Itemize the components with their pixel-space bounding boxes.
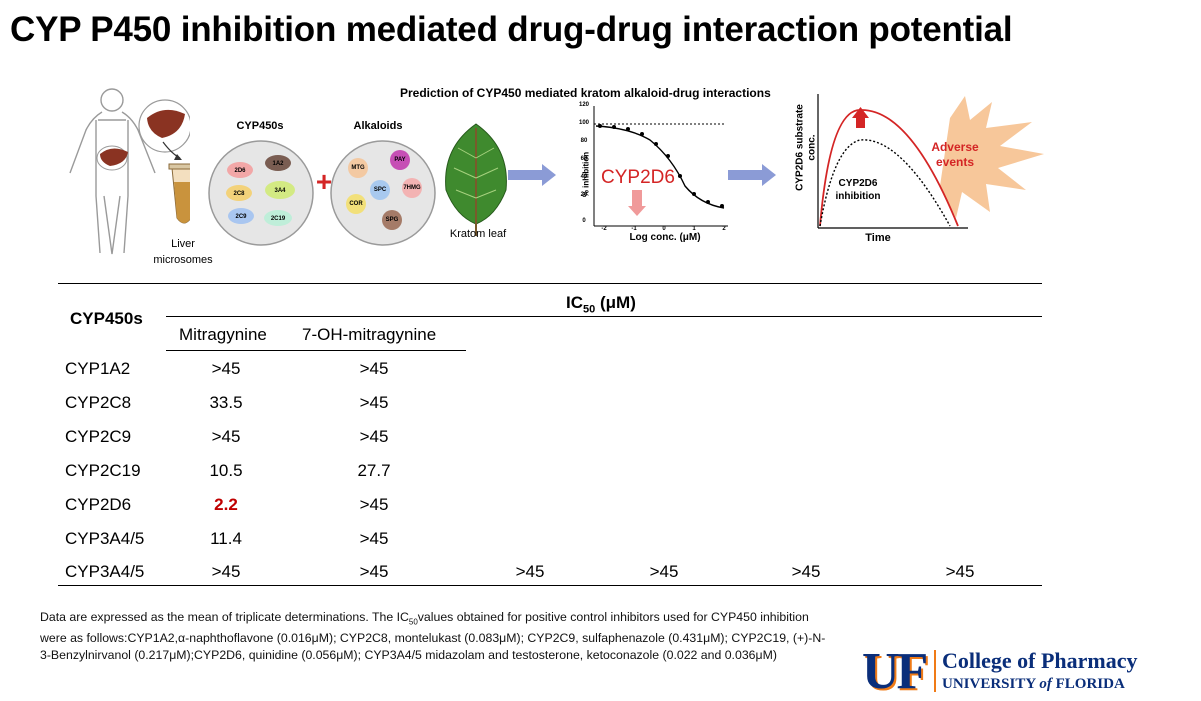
table-row-enzyme: CYP2D6 (65, 495, 132, 514)
human-liver-illustration (69, 88, 190, 255)
cyp-chip-3a4: 3A4 (274, 188, 286, 194)
table-cell: >45 (211, 359, 241, 378)
table-cell: >45 (791, 562, 821, 581)
ic50-header-main: IC (566, 293, 583, 312)
cyp-circle-title: CYP450s (236, 120, 284, 132)
curve-big-label: CYP2D6 (601, 167, 675, 188)
kratom-leaf-illustration (445, 123, 507, 236)
table-cell: 27.7 (357, 461, 391, 480)
table-cell-highlight: 2.2 (214, 495, 238, 514)
table-row-enzyme: CYP1A2 (65, 359, 131, 378)
ic50-header-unit: (μM) (595, 293, 636, 312)
footnote-part-2: values obtained for positive control inh… (40, 610, 826, 663)
kratom-interaction-figure: Prediction of CYP450 mediated kratom alk… (40, 78, 1050, 278)
alkaloid-chip-7hmg: 7HMG (403, 185, 421, 191)
pk-concentration-plot (817, 94, 1044, 229)
table-group-rule (166, 316, 1042, 317)
liver-label-1: Liver (171, 238, 195, 250)
table-cell: >45 (359, 393, 389, 412)
curve-xtick: 0 (662, 226, 666, 232)
pk-inhibition-label-2: inhibition (835, 191, 881, 202)
curve-xtick: -1 (631, 226, 637, 232)
liver-label-2: microsomes (153, 254, 213, 266)
table-cell: >45 (211, 562, 241, 581)
pk-ylabel-2: conc. (806, 134, 818, 161)
table-top-rule (58, 283, 1042, 284)
table-cell: 10.5 (209, 461, 243, 480)
cyp-chip-1a2: 1A2 (272, 161, 284, 167)
logo-florida: FLORIDA (1051, 676, 1125, 692)
table-cell: >45 (359, 529, 389, 548)
curve-ytick: 40 (580, 174, 588, 180)
table-cell: >45 (515, 562, 545, 581)
pk-inhibition-label-1: CYP2D6 (838, 178, 878, 189)
adverse-events-label-2: events (935, 155, 975, 169)
curve-ytick: 20 (580, 192, 588, 198)
pk-ylabel-1: CYP2D6 substrate (794, 104, 806, 191)
cyp-chip-2d6: 2D6 (234, 168, 246, 174)
table-cell: >45 (359, 427, 389, 446)
cyp-enzyme-circle (208, 140, 314, 246)
table-cell: >45 (359, 562, 389, 581)
ic50-group-header: IC50 (μM) (566, 293, 636, 315)
right-arrow-icon (728, 164, 776, 186)
table-cell: >45 (359, 495, 389, 514)
table-cell: >45 (649, 562, 679, 581)
curve-xlabel: Log conc. (μM) (629, 232, 701, 243)
table-row-enzyme: CYP3A4/5 (65, 562, 145, 581)
figure-heading: Prediction of CYP450 mediated kratom alk… (400, 86, 771, 100)
table-row-enzyme: CYP2C9 (65, 427, 132, 446)
table-cell: >45 (945, 562, 975, 581)
alkaloid-chip-pay: PAY (394, 157, 406, 163)
curve-xtick: 2 (722, 226, 726, 232)
curve-ytick: 60 (580, 156, 588, 162)
alkaloid-chip-cor: COR (349, 201, 363, 207)
logo-line-1: College of Pharmacy (942, 648, 1138, 673)
alkaloids-circle-title: Alkaloids (353, 120, 403, 132)
footnote-part-1: Data are expressed as the mean of tripli… (40, 610, 409, 624)
table-header-rule (166, 350, 466, 351)
kratom-leaf-label: Kratom leaf (449, 228, 507, 240)
footnote-subscript: 50 (408, 617, 418, 627)
curve-xtick: -2 (601, 226, 607, 232)
table-cell: 33.5 (209, 393, 243, 412)
uf-logo-mark: UF (862, 643, 928, 700)
curve-ytick: 100 (578, 120, 589, 126)
ic50-header-sub: 50 (583, 303, 596, 316)
cyp-chip-2c9: 2C9 (235, 214, 247, 220)
pk-xlabel: Time (865, 232, 891, 244)
plus-sign: + (315, 166, 333, 197)
alkaloid-chip-spc: SPC (373, 187, 387, 193)
table-bottom-rule (58, 585, 1042, 586)
table-row-enzyme: CYP2C8 (65, 393, 132, 412)
logo-of: of (1039, 676, 1052, 692)
column-header: Mitragynine (179, 325, 267, 344)
right-arrow-icon (508, 164, 556, 186)
alkaloid-chip-mtg: MTG (351, 165, 365, 171)
logo-line-2: UNIVERSITY of FLORIDA (942, 676, 1125, 693)
curve-ytick: 80 (580, 138, 588, 144)
curve-xtick: 1 (692, 226, 696, 232)
logo-university: UNIVERSITY (942, 676, 1040, 692)
alkaloid-chip-spg: SPG (385, 217, 399, 223)
table-row-enzyme: CYP2C19 (65, 461, 141, 480)
footnote: Data are expressed as the mean of tripli… (40, 609, 830, 664)
adverse-events-label-1: Adverse (931, 140, 979, 154)
table-cell: >45 (211, 427, 241, 446)
logo-divider (934, 650, 936, 692)
alkaloids-circle (330, 140, 436, 246)
row-header: CYP450s (70, 309, 143, 328)
slide-title: CYP P450 inhibition mediated drug-drug i… (10, 10, 1013, 49)
table-cell: 11.4 (210, 529, 242, 548)
uf-college-of-pharmacy-logo: UF College of Pharmacy UNIVERSITY of FLO… (862, 643, 1162, 700)
cyp-chip-2c19: 2C19 (270, 216, 286, 222)
cyp-chip-2c8: 2C8 (233, 191, 245, 197)
curve-ytick: 0 (582, 218, 586, 224)
inhibition-curve-plot (593, 106, 728, 227)
column-header: 7-OH-mitragynine (302, 325, 437, 344)
curve-ytick: 120 (578, 102, 589, 108)
table-cell: >45 (359, 359, 389, 378)
table-row-enzyme: CYP3A4/5 (65, 529, 145, 548)
